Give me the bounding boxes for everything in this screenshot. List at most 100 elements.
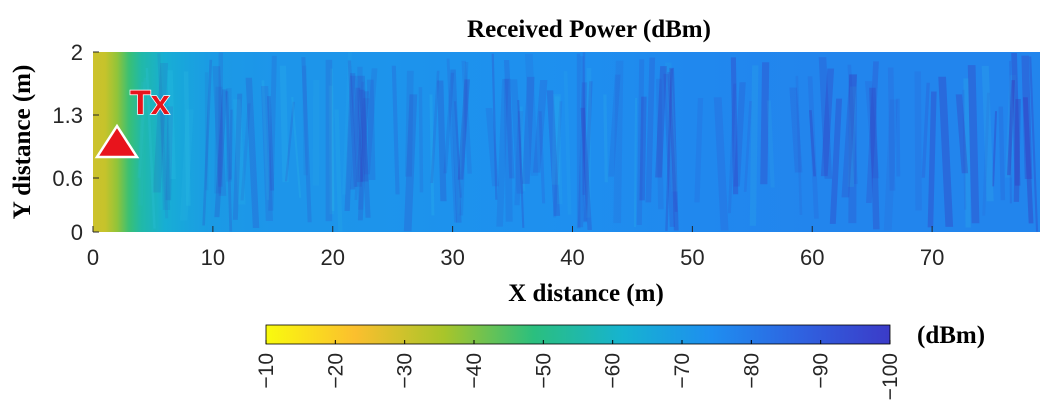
heatmap-streak [167,70,176,180]
heatmap-streak [267,96,275,191]
heatmap-streak [355,98,370,187]
heatmap-streak [665,68,673,231]
heatmap-streak [1009,60,1012,204]
heatmap-streak [496,79,509,227]
heatmap-streak [503,78,513,222]
heatmap-streak [998,106,1006,201]
colorbar-tick-label: −90 [810,353,833,389]
heatmap-streak [1011,52,1021,186]
heatmap-streak [663,73,675,227]
heatmap-streak [202,59,213,226]
heatmap-streak [350,87,361,190]
colorbar-unit-label: (dBm) [917,322,985,349]
y-tick-label: 0 [71,220,83,245]
heatmap-streak [982,92,990,216]
x-tick-label: 40 [560,245,584,270]
heatmap-streak [818,57,833,179]
x-tick-label: 10 [201,245,225,270]
heatmap-streak [212,66,227,196]
heatmap-streak [152,63,169,193]
heatmap-streak [887,67,896,191]
heatmap-streak [364,68,378,175]
x-axis: 0 10 20 30 40 50 60 70 [87,226,944,270]
heatmap-streak [485,108,499,187]
x-tick-label: 70 [920,245,944,270]
heatmap-streak [927,91,937,228]
heatmap-streak [883,99,898,231]
heatmap-streak [1013,98,1021,202]
heatmap-streak [921,82,930,178]
heatmap-streak [179,109,194,221]
heatmap-streak [357,75,369,182]
heatmap-streak [354,81,365,201]
heatmap-streak [576,53,581,229]
heatmap-streak [546,90,561,216]
heatmap-streak [232,99,246,205]
heatmap-streak [743,100,752,192]
heatmap-streak [577,82,588,228]
heatmap-streak [580,107,592,230]
heatmap-streak [218,52,224,187]
heatmap-streak [301,57,312,223]
heatmap-streak [245,77,260,228]
heatmap-streak [580,56,588,223]
heatmap-streak [514,111,524,206]
colorbar-bar [265,324,891,345]
colorbar-tick-label: −40 [463,353,486,389]
chart-title: Received Power (dBm) [467,16,711,43]
heatmap-streak [510,79,524,194]
heatmap-streak [583,81,593,222]
heatmap-streak [325,59,333,222]
heatmap-streak [551,94,561,185]
heatmap-streak [807,76,819,219]
heatmap-streak [240,103,251,201]
heatmap-streak [963,78,971,228]
heatmap-streak [938,76,954,227]
heatmap-streak [553,101,563,218]
heatmap-streaks [137,52,1039,232]
heatmap-streak [694,98,704,203]
heatmap-streak [992,111,998,187]
heatmap-streak [808,110,817,177]
heatmap-streak [766,100,775,188]
heatmap-streak [847,86,857,187]
heatmap-streak [538,111,546,204]
heatmap-streak [157,53,169,219]
heatmap-streak [585,67,592,218]
heatmap-streak [350,75,364,183]
heatmap-streak [344,73,356,211]
heatmap-streak [430,70,440,183]
heatmap-streak [1005,75,1017,178]
heatmap-streak [357,66,364,210]
colorbar-tick-label: −80 [740,353,763,389]
heatmap-streak [503,60,515,179]
colorbar-tick-label: −50 [532,353,555,389]
heatmap-streak [457,63,467,214]
heatmap-streak [955,94,969,174]
heatmap-streak [160,110,171,210]
heatmap-streak [613,60,624,224]
heatmap-streak [225,91,233,232]
heatmap-streak [457,79,470,180]
heatmap-streak [866,61,879,204]
heatmap-streak [967,65,980,224]
heatmap-streak [667,72,678,212]
heatmap-streak [532,80,548,173]
heatmap-streak [366,79,376,181]
heatmap-streak [603,94,608,183]
heatmap-streak [895,98,901,177]
heatmap-streak [165,106,174,201]
y-tick-label: 1.3 [52,103,83,128]
heatmap-streak [391,65,400,195]
heatmap-streak [847,64,858,185]
heatmap-streak [519,106,526,192]
heatmap-streak [655,78,664,210]
heatmap-streak [582,52,586,195]
colorbar-ticks: −10 −20 −30 −40 −50 −60 −70 −80 −90 −100 [255,340,902,400]
heatmap-streak [608,74,621,177]
heatmap-streak [403,94,418,232]
heatmap-streak [137,77,147,178]
heatmap-streak [962,89,967,210]
heatmap-streak [1021,55,1033,179]
